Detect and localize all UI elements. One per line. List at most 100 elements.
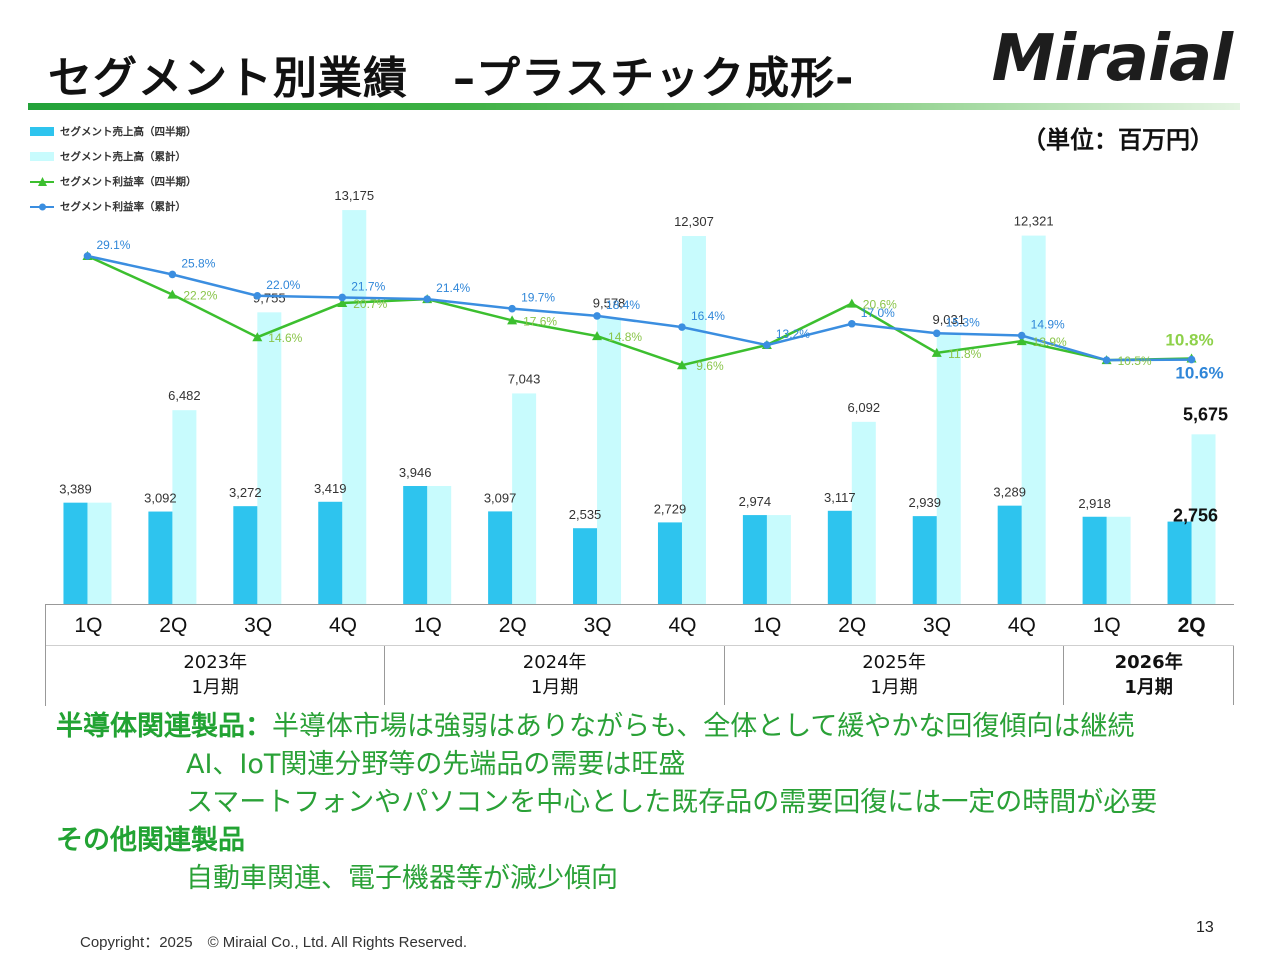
fiscal-period: 1月期 xyxy=(1124,677,1173,698)
line-quarter-rate xyxy=(86,254,1192,367)
triangle-marker-icon xyxy=(38,176,47,186)
label-quarter-rate: 10.8% xyxy=(1165,330,1213,349)
bar-cumulative-sales xyxy=(342,210,367,604)
marker-cumulative-rate xyxy=(678,323,686,331)
semiconductor-heading: 半導体関連製品： xyxy=(56,711,272,742)
marker-cumulative-rate xyxy=(1017,331,1026,340)
label-quarter-sales: 2,939 xyxy=(908,495,941,510)
semiconductor-line-3: スマートフォンやパソコンを中心とした既存品の需要回復には一定の時間が必要 xyxy=(186,787,1158,818)
miraial-logo: Miraial xyxy=(991,22,1233,96)
fiscal-year: 2023年 xyxy=(183,652,248,673)
bar-quarter-sales xyxy=(318,501,343,604)
marker-quarter-rate xyxy=(676,360,687,370)
label-quarter-rate: 13.9% xyxy=(1033,335,1067,349)
quarter-label: 3Q xyxy=(923,614,952,637)
marker-cumulative-rate xyxy=(508,304,516,313)
label-quarter-rate: 11.8% xyxy=(948,347,981,361)
quarter-label: 4Q xyxy=(1007,614,1036,637)
legend-swatch-quarter-sales xyxy=(30,127,54,136)
label-cumulative-rate: 25.8% xyxy=(181,256,215,270)
semiconductor-note: 半導体関連製品：半導体市場は強弱はありながらも、全体として緩やかな回復傾向は継続 xyxy=(56,708,1256,746)
copyright: Copyright：2025 © Miraial Co., Ltd. All R… xyxy=(80,934,468,951)
label-cumulative-sales: 9,578 xyxy=(593,296,626,311)
bar-cumulative-sales xyxy=(766,515,791,604)
marker-quarter-rate xyxy=(931,347,942,357)
fiscal-year-row: 2023年 1月期 2024年 1月期 2025年 1月期 2026年 1月期 xyxy=(46,646,1235,705)
fiscal-year: 2025年 xyxy=(862,652,926,673)
label-cumulative-sales: 7,043 xyxy=(508,371,541,386)
marker-quarter-rate xyxy=(167,289,178,299)
label-cumulative-sales: 12,307 xyxy=(674,214,714,229)
fiscal-year-label: 2024年 1月期 xyxy=(385,646,725,705)
circle-marker-icon xyxy=(39,203,46,210)
line-cumulative-rate xyxy=(87,254,1192,362)
label-cumulative-rate: 21.7% xyxy=(351,279,385,293)
label-quarter-sales: 3,289 xyxy=(993,485,1026,500)
quarter-label: 2Q xyxy=(498,614,527,637)
legend-item-quarter-rate: セグメント利益率（四半期） xyxy=(30,169,197,194)
label-cumulative-rate: 17.0% xyxy=(861,306,895,320)
marker-cumulative-rate xyxy=(253,291,262,300)
marker-cumulative-rate xyxy=(338,293,347,302)
bar-cumulative-sales xyxy=(681,236,706,605)
bar-quarter-sales xyxy=(997,505,1022,604)
bar-quarter-sales xyxy=(63,502,88,604)
label-cumulative-rate: 15.3% xyxy=(946,315,980,329)
chart-legend: セグメント売上高（四半期） セグメント売上高（累計） セグメント利益率（四半期）… xyxy=(30,119,197,219)
bar-cumulative-sales xyxy=(597,317,622,604)
label-cumulative-sales: 6,092 xyxy=(848,400,881,415)
label-cumulative-rate: 29.1% xyxy=(96,238,130,252)
quarter-label: 1Q xyxy=(413,614,442,637)
marker-cumulative-rate xyxy=(932,329,941,338)
label-quarter-sales: 2,729 xyxy=(654,501,687,516)
legend-label-cumulative-sales: セグメント売上高（累計） xyxy=(60,151,186,163)
quarter-label: 1Q xyxy=(753,614,782,637)
semiconductor-line-2: AI、IoT関連分野等の先端品の需要は旺盛 xyxy=(186,749,686,780)
marker-quarter-rate xyxy=(846,298,857,308)
label-quarter-rate: 14.6% xyxy=(268,331,302,345)
quarter-label: 2Q xyxy=(159,614,188,637)
bar-quarter-sales xyxy=(233,506,258,604)
bar-cumulative-sales xyxy=(1106,516,1131,604)
fiscal-period: 1月期 xyxy=(870,677,918,698)
bar-cumulative-sales xyxy=(936,333,961,604)
bar-cumulative-sales xyxy=(87,502,112,604)
category-axis: 1Q 2Q 3Q 4Q 1Q 2Q 3Q 4Q 1Q 2Q 3Q 4Q 1Q 2Q 2023年 1月期 202… xyxy=(45,604,1235,706)
bar-quarter-sales xyxy=(488,511,513,604)
label-quarter-sales: 2,535 xyxy=(569,507,602,522)
label-quarter-sales: 3,419 xyxy=(314,481,347,496)
label-cumulative-rate: 16.4% xyxy=(691,309,725,323)
label-cumulative-sales: 9,755 xyxy=(253,290,286,305)
marker-quarter-rate xyxy=(337,298,348,308)
marker-quarter-rate xyxy=(252,332,263,342)
quarter-label: 3Q xyxy=(244,614,273,637)
label-quarter-sales: 3,117 xyxy=(824,490,856,505)
label-quarter-sales: 2,974 xyxy=(739,494,772,509)
label-cumulative-rate: 10.6% xyxy=(1175,364,1223,383)
segment-chart: 3,389 3,092 3,272 3,419 3,946 3,097 2,535 2,729… xyxy=(59,188,1228,605)
bar-cumulative-sales xyxy=(512,393,537,604)
label-cumulative-sales: 6,482 xyxy=(168,388,201,403)
label-cumulative-rate: 14.9% xyxy=(1031,318,1065,332)
fiscal-year-label: 2026年 1月期 xyxy=(1064,646,1235,705)
fiscal-year-label: 2023年 1月期 xyxy=(46,646,386,705)
label-cumulative-sales: 12,321 xyxy=(1014,214,1054,229)
label-quarter-rate: 20.7% xyxy=(353,297,387,311)
quarter-row: 1Q 2Q 3Q 4Q 1Q 2Q 3Q 4Q 1Q 2Q 3Q 4Q 1Q 2Q xyxy=(46,604,1234,646)
fiscal-year-label: 2025年 1月期 xyxy=(725,646,1065,705)
marker-cumulative-rate xyxy=(423,295,431,303)
bar-quarter-sales xyxy=(912,516,937,604)
label-cumulative-rate: 21.4% xyxy=(436,281,470,295)
label-quarter-sales: 3,272 xyxy=(229,485,262,500)
marker-cumulative-rate xyxy=(1187,355,1196,364)
marker-quarter-rate xyxy=(507,315,518,325)
page-title: セグメント別業績 –プラスチック成形- xyxy=(48,53,855,104)
fiscal-period: 1月期 xyxy=(191,677,239,698)
quarter-label: 4Q xyxy=(329,614,358,637)
quarter-label: 2Q xyxy=(1177,614,1206,637)
page-number: 13 xyxy=(1196,919,1214,936)
semiconductor-line-1: 半導体市場は強弱はありながらも、全体として緩やかな回復傾向は継続 xyxy=(272,711,1135,742)
label-quarter-rate: 14.8% xyxy=(608,330,642,344)
marker-cumulative-rate xyxy=(1102,356,1111,364)
legend-label-quarter-rate: セグメント利益率（四半期） xyxy=(60,176,197,188)
